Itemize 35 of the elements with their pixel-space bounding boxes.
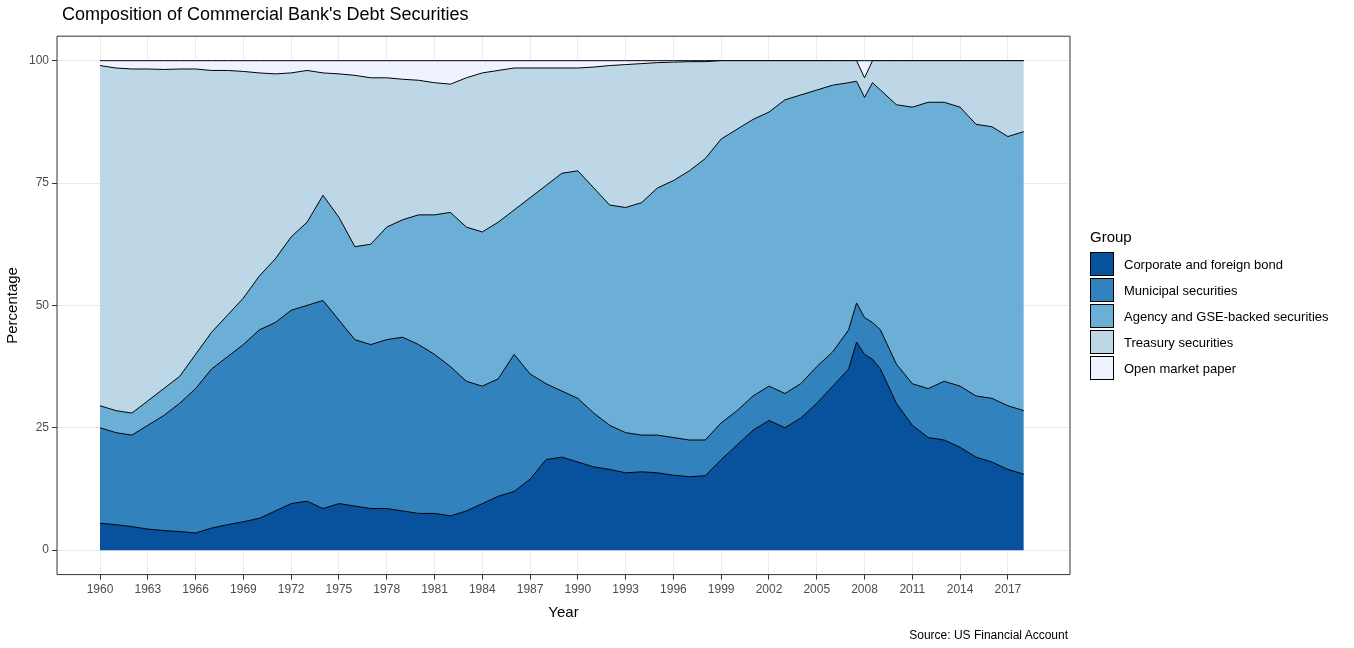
x-tick-label: 1987 <box>516 582 544 597</box>
y-tick-label: 100 <box>28 52 50 67</box>
legend-label: Municipal securities <box>1124 282 1238 298</box>
x-tick-label: 2008 <box>851 582 879 597</box>
y-tick-label: 25 <box>35 420 50 435</box>
x-tick-label: 2011 <box>899 582 926 597</box>
legend-label: Agency and GSE-backed securities <box>1124 308 1329 324</box>
y-tick-label: 50 <box>35 297 50 312</box>
source-note: Source: US Financial Account <box>909 628 1068 642</box>
x-tick-label: 1984 <box>468 582 496 597</box>
x-tick-label: 2017 <box>994 582 1022 597</box>
x-axis-title: Year <box>548 603 579 621</box>
x-tick-label: 1990 <box>564 582 592 597</box>
y-tick-label: 75 <box>35 175 50 190</box>
x-tick-label: 1999 <box>707 582 735 597</box>
x-tick-label: 2002 <box>755 582 783 597</box>
x-tick-label: 1969 <box>230 582 258 597</box>
legend-label: Treasury securities <box>1124 334 1234 350</box>
y-axis-title: Percentage <box>3 267 21 344</box>
chart-title: Composition of Commercial Bank's Debt Securities <box>62 4 469 25</box>
x-tick-label: 1981 <box>421 582 449 597</box>
x-tick-label: 1960 <box>86 582 114 597</box>
legend-title: Group <box>1090 228 1133 245</box>
x-tick-label: 1996 <box>660 582 688 597</box>
x-tick-label: 1978 <box>373 582 401 597</box>
x-tick-label: 1972 <box>277 582 305 597</box>
x-tick-label: 1993 <box>612 582 640 597</box>
legend-label: Open market paper <box>1124 360 1237 376</box>
legend-label: Corporate and foreign bond <box>1124 256 1284 272</box>
x-tick-label: 2014 <box>946 582 974 597</box>
x-tick-label: 2005 <box>803 582 831 597</box>
x-tick-label: 1966 <box>182 582 210 597</box>
x-tick-label: 1963 <box>134 582 162 597</box>
y-tick-label: 0 <box>42 542 50 557</box>
x-tick-label: 1975 <box>325 582 353 597</box>
